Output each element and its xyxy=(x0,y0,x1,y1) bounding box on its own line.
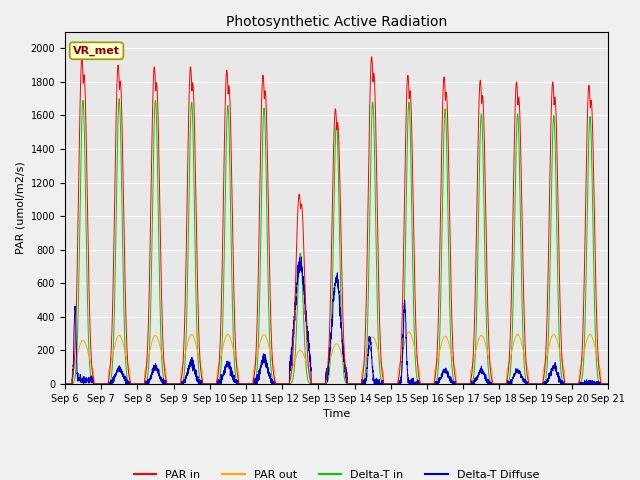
Legend: PAR in, PAR out, Delta-T in, Delta-T Diffuse: PAR in, PAR out, Delta-T in, Delta-T Dif… xyxy=(129,465,543,480)
Delta-T Diffuse xyxy=(428,381,436,387)
Delta-T in xyxy=(115,96,123,102)
PAR in xyxy=(159,327,166,333)
PAR out xyxy=(316,381,324,387)
Line: Delta-T in: Delta-T in xyxy=(65,99,608,384)
Line: Delta-T Diffuse: Delta-T Diffuse xyxy=(65,257,608,384)
Delta-T Diffuse xyxy=(458,381,466,387)
PAR in xyxy=(428,381,436,387)
PAR in xyxy=(604,381,611,387)
PAR out xyxy=(428,381,436,387)
PAR in xyxy=(489,381,497,387)
Delta-T in xyxy=(159,369,166,374)
Delta-T in xyxy=(316,381,324,387)
Text: VR_met: VR_met xyxy=(73,46,120,56)
PAR out xyxy=(405,329,413,335)
Delta-T Diffuse xyxy=(316,381,324,387)
Delta-T Diffuse xyxy=(489,381,497,387)
PAR in xyxy=(368,54,376,60)
PAR in xyxy=(604,381,612,387)
X-axis label: Time: Time xyxy=(323,409,350,419)
Delta-T Diffuse xyxy=(604,381,612,387)
Delta-T in xyxy=(604,381,612,387)
PAR out xyxy=(61,381,68,387)
PAR out xyxy=(159,354,166,360)
PAR out xyxy=(604,381,611,387)
Delta-T in xyxy=(458,381,466,387)
Delta-T Diffuse xyxy=(604,381,611,387)
PAR out xyxy=(458,381,466,387)
Delta-T Diffuse xyxy=(61,381,68,387)
Title: Photosynthetic Active Radiation: Photosynthetic Active Radiation xyxy=(226,15,447,29)
Line: PAR in: PAR in xyxy=(65,57,608,384)
Y-axis label: PAR (umol/m2/s): PAR (umol/m2/s) xyxy=(15,161,25,254)
Delta-T in xyxy=(489,381,497,387)
PAR in xyxy=(458,381,466,387)
Line: PAR out: PAR out xyxy=(65,332,608,384)
Delta-T Diffuse xyxy=(159,381,166,387)
Delta-T in xyxy=(604,381,611,387)
PAR in xyxy=(316,381,324,387)
Delta-T Diffuse xyxy=(298,254,305,260)
PAR out xyxy=(604,381,612,387)
PAR out xyxy=(489,381,497,387)
Delta-T in xyxy=(61,381,68,387)
PAR in xyxy=(61,381,68,387)
Delta-T in xyxy=(428,381,436,387)
